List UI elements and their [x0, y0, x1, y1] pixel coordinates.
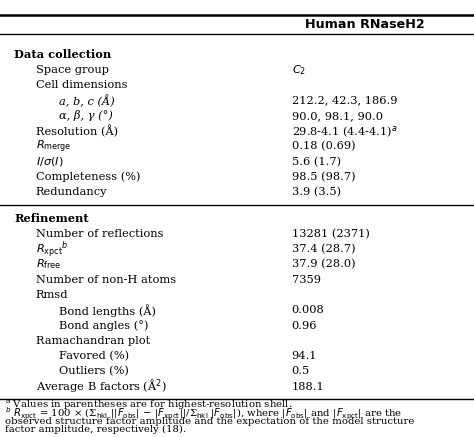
Text: Human RNaseH2: Human RNaseH2 [305, 18, 425, 31]
Text: Bond lengths (Å): Bond lengths (Å) [59, 304, 156, 317]
Text: 212.2, 42.3, 186.9: 212.2, 42.3, 186.9 [292, 96, 397, 105]
Text: Data collection: Data collection [14, 49, 111, 60]
Text: Redundancy: Redundancy [36, 187, 107, 197]
Text: 5.6 (1.7): 5.6 (1.7) [292, 156, 341, 167]
Text: observed structure factor amplitude and the expectation of the model structure: observed structure factor amplitude and … [5, 417, 414, 426]
Text: Cell dimensions: Cell dimensions [36, 80, 127, 90]
Text: 0.008: 0.008 [292, 305, 324, 315]
Text: 29.8-4.1 (4.4-4.1)$^a$: 29.8-4.1 (4.4-4.1)$^a$ [292, 124, 397, 139]
Text: Ramachandran plot: Ramachandran plot [36, 336, 150, 346]
Text: $^b$ $R_\mathrm{xpct}$ = 100 × (Σ$_\mathrm{hkl}$ ||$F_\mathrm{obs}$| − |$F_\math: $^b$ $R_\mathrm{xpct}$ = 100 × (Σ$_\math… [5, 406, 402, 422]
Text: 90.0, 98.1, 90.0: 90.0, 98.1, 90.0 [292, 111, 383, 121]
Text: 98.5 (98.7): 98.5 (98.7) [292, 172, 355, 182]
Text: $R_\mathrm{xpct}$$^b$: $R_\mathrm{xpct}$$^b$ [36, 239, 68, 260]
Text: 7359: 7359 [292, 275, 320, 284]
Text: a, b, c (Å): a, b, c (Å) [59, 94, 115, 107]
Text: $R_\mathrm{free}$: $R_\mathrm{free}$ [36, 257, 61, 271]
Text: Bond angles (°): Bond angles (°) [59, 320, 149, 331]
Text: 188.1: 188.1 [292, 382, 324, 392]
Text: 0.96: 0.96 [292, 321, 317, 330]
Text: 37.9 (28.0): 37.9 (28.0) [292, 259, 355, 270]
Text: Number of non-H atoms: Number of non-H atoms [36, 275, 176, 284]
Text: 37.4 (28.7): 37.4 (28.7) [292, 244, 355, 254]
Text: $C_2$: $C_2$ [292, 63, 306, 77]
Text: Average B factors (Å$^2$): Average B factors (Å$^2$) [36, 378, 166, 395]
Text: factor amplitude, respectively (18).: factor amplitude, respectively (18). [5, 425, 186, 434]
Text: Favored (%): Favored (%) [59, 351, 129, 361]
Text: $^a$ Values in parentheses are for highest-resolution shell.: $^a$ Values in parentheses are for highe… [5, 398, 292, 412]
Text: Completeness (%): Completeness (%) [36, 172, 140, 182]
Text: 94.1: 94.1 [292, 351, 317, 361]
Text: $R_\mathrm{merge}$: $R_\mathrm{merge}$ [36, 138, 71, 155]
Text: Rmsd: Rmsd [36, 290, 68, 300]
Text: Outliers (%): Outliers (%) [59, 366, 129, 377]
Text: 3.9 (3.5): 3.9 (3.5) [292, 187, 341, 198]
Text: 0.18 (0.69): 0.18 (0.69) [292, 141, 355, 152]
Text: Refinement: Refinement [14, 213, 89, 224]
Text: Number of reflections: Number of reflections [36, 229, 163, 239]
Text: 13281 (2371): 13281 (2371) [292, 229, 369, 239]
Text: Space group: Space group [36, 65, 109, 75]
Text: Resolution (Å): Resolution (Å) [36, 125, 118, 137]
Text: $I/\sigma(I)$: $I/\sigma(I)$ [36, 155, 63, 168]
Text: 0.5: 0.5 [292, 367, 310, 376]
Text: α, β, γ (°): α, β, γ (°) [59, 110, 113, 121]
